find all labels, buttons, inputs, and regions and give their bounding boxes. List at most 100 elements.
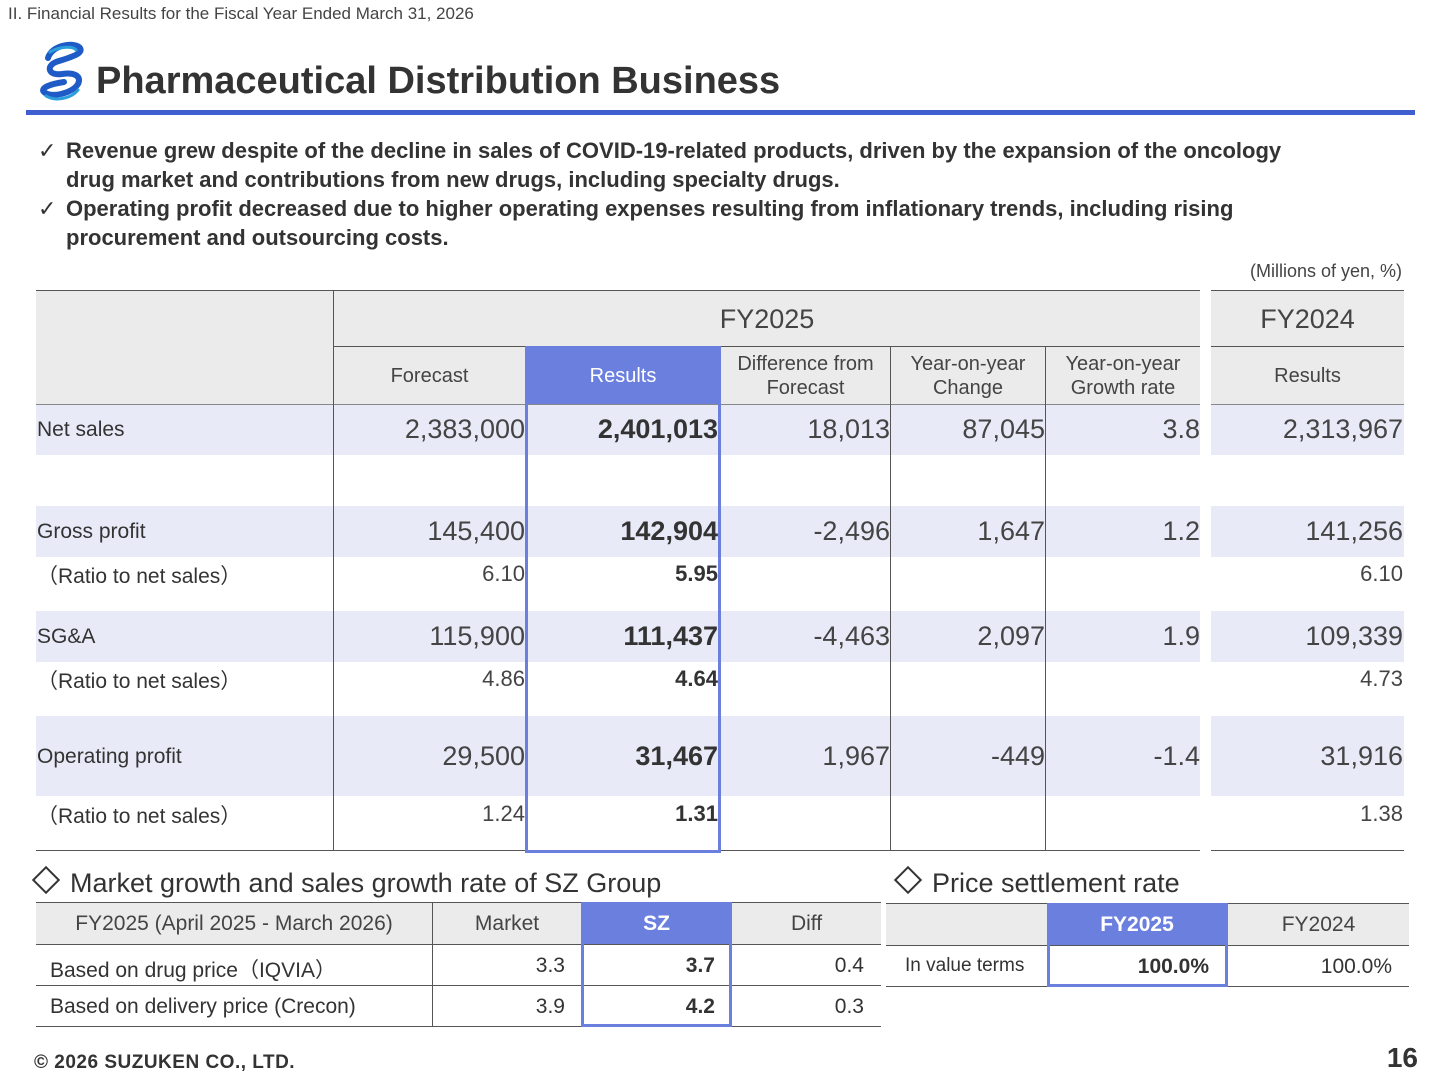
bullet-line: procurement and outsourcing costs. xyxy=(66,225,449,250)
market-row-market: 3.9 xyxy=(535,995,565,1018)
diamond-icon xyxy=(893,865,923,895)
rule xyxy=(886,945,1409,946)
gross-forecast: 145,400 xyxy=(427,516,525,546)
market-row-diff: 0.4 xyxy=(834,954,864,977)
price-section-title: Price settlement rate xyxy=(892,865,1180,899)
op-yoy: -449 xyxy=(990,741,1045,771)
sga-results: 111,437 xyxy=(623,621,718,651)
row-label: SG&A xyxy=(37,625,96,648)
net-sales-yoy: 87,045 xyxy=(962,414,1045,444)
unit-note: (Millions of yen, %) xyxy=(1249,261,1402,281)
sga-ratio-results: 4.64 xyxy=(675,666,718,691)
rule xyxy=(1211,404,1404,405)
price-highlight-box xyxy=(1047,903,1228,987)
band-op-fy24 xyxy=(1211,716,1404,796)
market-section-title: Market growth and sales growth rate of S… xyxy=(30,865,662,899)
header-line: Year-on-year xyxy=(1065,352,1181,375)
header-fy2024: FY2024 xyxy=(1260,304,1355,334)
breadcrumb: II. Financial Results for the Fiscal Yea… xyxy=(8,4,474,23)
gross-ratio-results: 5.95 xyxy=(675,561,718,586)
header-yoy-change: Year-on-year Change xyxy=(891,347,1045,404)
price-fy2024-value: 100.0% xyxy=(1320,955,1392,978)
header-forecast: Forecast xyxy=(390,364,469,387)
bullet-line: Operating profit decreased due to higher… xyxy=(66,196,1234,221)
band-sga-fy24 xyxy=(1211,611,1404,662)
rule xyxy=(333,290,334,851)
row-label: （Ratio to net sales） xyxy=(37,670,242,693)
title-underline xyxy=(26,110,1415,115)
net-sales-growth: 3.8 xyxy=(1162,414,1200,444)
rule xyxy=(36,290,1200,291)
header-line: Forecast xyxy=(766,376,845,399)
checkmark-icon: ✓ xyxy=(38,138,57,163)
sga-yoy: 2,097 xyxy=(977,621,1045,651)
company-logo-icon xyxy=(40,41,84,101)
bullet-item: ✓ Revenue grew despite of the decline in… xyxy=(38,136,1418,194)
summary-bullets: ✓ Revenue grew despite of the decline in… xyxy=(38,136,1418,252)
op-forecast: 29,500 xyxy=(442,741,525,771)
row-label: Gross profit xyxy=(37,520,146,543)
header-fy2024-results: Results xyxy=(1274,364,1341,387)
results-highlight-box xyxy=(525,346,721,853)
results-header-bg xyxy=(525,346,721,404)
rule xyxy=(36,1026,881,1027)
bullet-line: Revenue grew despite of the decline in s… xyxy=(66,138,1282,163)
price-fy2025-header-bg xyxy=(1047,904,1227,945)
page-number: 16 xyxy=(1386,1042,1418,1073)
header-fy2025: FY2025 xyxy=(719,304,815,334)
band-gross xyxy=(36,506,1200,557)
market-row-sz: 3.7 xyxy=(685,954,715,977)
rule xyxy=(334,346,1200,347)
band-net-sales xyxy=(36,404,1200,455)
market-row-label: Based on drug price（IQVIA） xyxy=(50,959,336,982)
price-col-fy2025: FY2025 xyxy=(1100,913,1174,936)
op-results: 31,467 xyxy=(635,741,718,771)
header-results: Results xyxy=(589,364,657,387)
band-op xyxy=(36,716,1200,796)
sga-fy24: 109,339 xyxy=(1305,621,1403,651)
rule xyxy=(432,902,433,1027)
header-yoy-growth: Year-on-year Growth rate xyxy=(1046,347,1200,404)
band-sga xyxy=(36,611,1200,662)
bullet-line: drug market and contributions from new d… xyxy=(66,167,840,192)
band-gross-fy24 xyxy=(1211,506,1404,557)
header-line: Change xyxy=(932,376,1004,399)
rule xyxy=(1211,850,1404,851)
op-ratio-results: 1.31 xyxy=(675,801,718,826)
market-row-sz: 4.2 xyxy=(685,995,715,1018)
diamond-icon xyxy=(31,865,61,895)
gross-growth: 1.2 xyxy=(1162,516,1200,546)
net-sales-diff: 18,013 xyxy=(807,414,890,444)
rule xyxy=(1045,346,1046,851)
market-col-sz: SZ xyxy=(643,912,670,935)
sz-highlight-box xyxy=(581,902,732,1027)
row-label: Net sales xyxy=(37,418,125,441)
gross-ratio-forecast: 6.10 xyxy=(482,561,525,586)
bullet-item: ✓ Operating profit decreased due to high… xyxy=(38,194,1418,252)
market-title-text: Market growth and sales growth rate of S… xyxy=(70,868,662,898)
market-row-diff: 0.3 xyxy=(834,995,864,1018)
copyright-footer: © 2026 SUZUKEN CO., LTD. xyxy=(34,1052,296,1073)
rule xyxy=(1211,346,1404,347)
row-label: （Ratio to net sales） xyxy=(37,565,242,588)
gross-fy24: 141,256 xyxy=(1305,516,1403,546)
header-line: Difference from xyxy=(737,352,874,375)
rule xyxy=(36,944,881,945)
sga-ratio-forecast: 4.86 xyxy=(482,666,525,691)
rule xyxy=(36,902,881,903)
price-row-label: In value terms xyxy=(905,955,1025,976)
market-row-market: 3.3 xyxy=(535,954,565,977)
sga-ratio-fy24: 4.73 xyxy=(1360,666,1403,691)
table-header-bg-fy2024 xyxy=(1211,291,1404,404)
band-net-sales-fy24 xyxy=(1211,404,1404,455)
price-title-text: Price settlement rate xyxy=(932,868,1180,898)
gross-diff: -2,496 xyxy=(813,516,890,546)
header-line: Year-on-year xyxy=(910,352,1026,375)
market-col-market: Market xyxy=(474,912,540,935)
sga-growth: 1.9 xyxy=(1162,621,1200,651)
net-sales-fy24: 2,313,967 xyxy=(1282,414,1403,444)
sz-header-bg xyxy=(581,903,732,944)
gross-ratio-fy24: 6.10 xyxy=(1360,561,1403,586)
checkmark-icon: ✓ xyxy=(38,196,57,221)
rule xyxy=(890,346,891,851)
